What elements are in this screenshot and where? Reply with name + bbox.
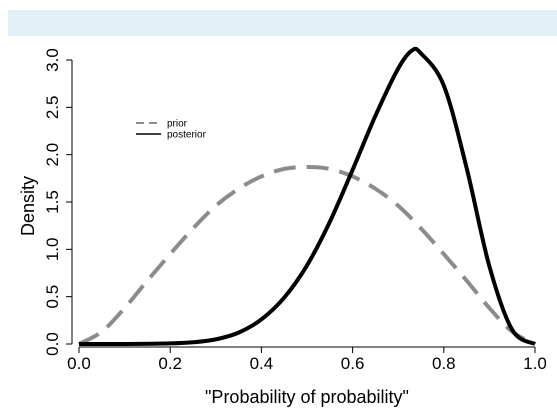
series-line-prior — [78, 164, 536, 346]
y-tick-label: 2.5 — [43, 96, 62, 120]
y-tick-label: 2.0 — [43, 143, 62, 167]
legend-label-posterior: posterior — [167, 130, 207, 141]
y-tick-label: 0.5 — [43, 285, 62, 309]
plot-area — [78, 46, 537, 346]
x-tick-label: 1.0 — [523, 354, 547, 373]
y-tick-label: 1.5 — [43, 190, 62, 214]
y-tick-label: 1.0 — [43, 238, 62, 262]
x-axis: 0.0 0.2 0.4 0.6 0.8 1.0 — [67, 346, 547, 373]
x-tick-label: 0.8 — [432, 354, 456, 373]
x-tick-label: 0.2 — [158, 354, 182, 373]
y-axis: 0.0 0.5 1.0 1.5 2.0 2.5 3.0 — [43, 48, 73, 356]
series-line-posterior — [78, 46, 537, 346]
y-tick-label: 0.0 — [43, 332, 62, 356]
x-tick-label: 0.4 — [250, 354, 274, 373]
x-tick-label: 0.0 — [67, 354, 91, 373]
x-tick-label: 0.6 — [341, 354, 365, 373]
y-tick-label: 3.0 — [43, 48, 62, 72]
top-band — [8, 10, 557, 36]
x-axis-title: "Probability of probability" — [205, 387, 409, 407]
y-axis-title: Density — [18, 176, 38, 236]
legend-label-prior: prior — [167, 119, 188, 130]
